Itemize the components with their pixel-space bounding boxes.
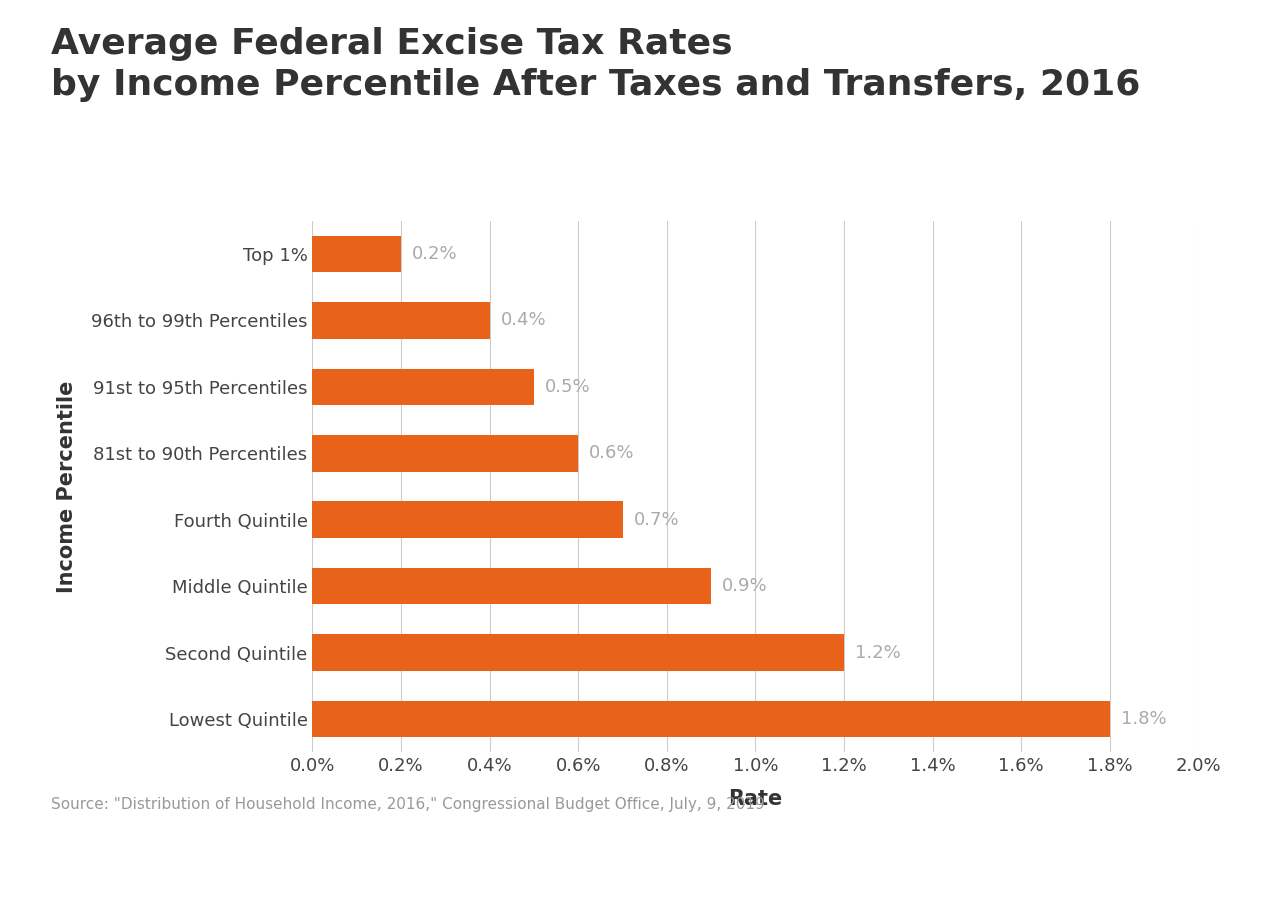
Text: @TaxFoundation: @TaxFoundation [1091, 858, 1252, 877]
Text: Average Federal Excise Tax Rates
by Income Percentile After Taxes and Transfers,: Average Federal Excise Tax Rates by Inco… [51, 27, 1140, 102]
Text: Source: "Distribution of Household Income, 2016," Congressional Budget Office, J: Source: "Distribution of Household Incom… [51, 797, 765, 813]
Bar [312, 502, 622, 538]
Text: 0.5%: 0.5% [544, 378, 590, 396]
Text: 0.7%: 0.7% [634, 511, 680, 529]
Text: 0.4%: 0.4% [501, 312, 546, 330]
Bar [312, 435, 578, 471]
Bar [312, 634, 844, 671]
Text: 0.6%: 0.6% [589, 444, 635, 462]
Bar [312, 369, 534, 405]
Text: 0.9%: 0.9% [722, 578, 768, 596]
Text: 1.8%: 1.8% [1121, 710, 1167, 728]
Text: 0.2%: 0.2% [412, 245, 458, 263]
Text: TAX FOUNDATION: TAX FOUNDATION [23, 858, 217, 877]
Y-axis label: Income Percentile: Income Percentile [57, 380, 76, 593]
Bar [312, 701, 1109, 737]
Bar [312, 302, 490, 339]
Text: 1.2%: 1.2% [856, 643, 901, 661]
X-axis label: Rate: Rate [728, 789, 783, 809]
Bar [312, 236, 400, 272]
Bar [312, 568, 711, 605]
